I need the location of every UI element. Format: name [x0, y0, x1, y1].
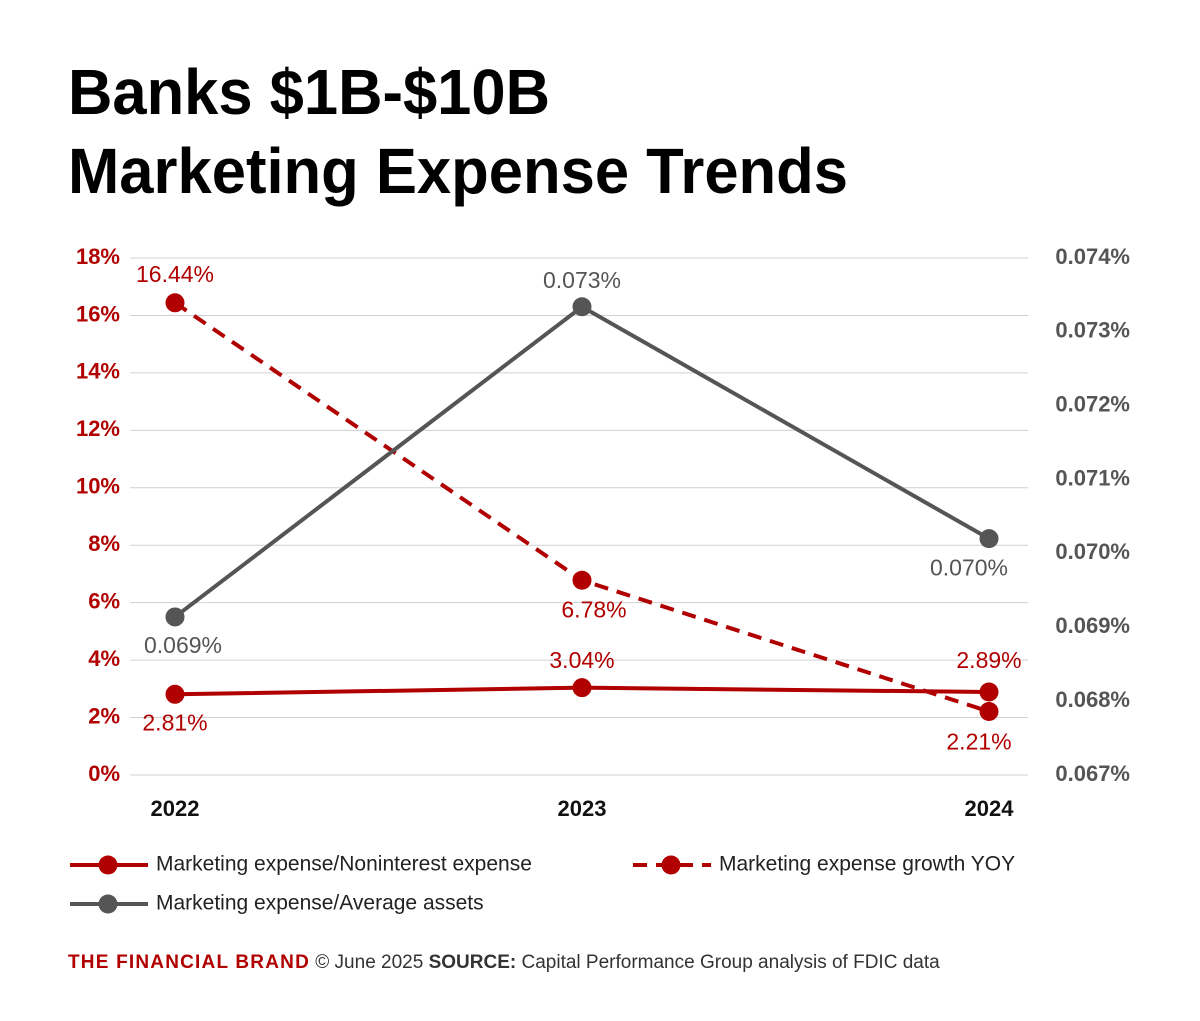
x-tick-label: 2024 — [965, 796, 1015, 821]
footer-note: © June 2025 — [315, 952, 423, 973]
data-label: 0.073% — [543, 267, 621, 293]
legend-marker — [98, 894, 118, 914]
data-point — [979, 702, 999, 722]
y-tick-label: 12% — [76, 416, 120, 441]
data-label: 2.81% — [142, 709, 207, 735]
data-label: 0.070% — [930, 555, 1008, 581]
footer-brand: THE FINANCIAL BRAND — [68, 952, 310, 973]
legend-label: Marketing expense/Average assets — [156, 892, 484, 915]
y-tick-label: 10% — [76, 474, 120, 499]
data-label: 2.89% — [956, 647, 1021, 673]
data-point — [165, 684, 185, 704]
chart-title: Banks $1B-$10B — [68, 56, 550, 128]
y2-tick-label: 0.072% — [1055, 392, 1130, 417]
data-point — [165, 607, 185, 627]
y-tick-label: 2% — [88, 703, 120, 728]
legend-marker — [661, 855, 681, 875]
data-point — [979, 529, 999, 549]
y-tick-label: 0% — [88, 761, 120, 786]
data-label: 16.44% — [136, 261, 214, 287]
data-label: 6.78% — [561, 596, 626, 622]
data-label: 3.04% — [549, 647, 614, 673]
y-tick-label: 4% — [88, 646, 120, 671]
y2-tick-label: 0.068% — [1055, 687, 1130, 712]
y2-tick-label: 0.069% — [1055, 613, 1130, 638]
y-tick-label: 6% — [88, 588, 120, 613]
footer-source-label: SOURCE: — [429, 952, 517, 973]
legend-marker — [98, 855, 118, 875]
x-tick-label: 2023 — [558, 796, 607, 821]
data-label: 2.21% — [946, 729, 1011, 755]
y-tick-label: 14% — [76, 359, 120, 384]
y-tick-label: 18% — [76, 244, 120, 269]
data-label: 0.069% — [144, 632, 222, 658]
y-tick-label: 16% — [76, 301, 120, 326]
data-point — [572, 297, 592, 317]
y2-tick-label: 0.070% — [1055, 539, 1130, 564]
y2-tick-label: 0.071% — [1055, 465, 1130, 490]
data-point — [572, 570, 592, 590]
footer-source: Capital Performance Group analysis of FD… — [522, 952, 941, 973]
series-line — [173, 304, 990, 619]
y2-tick-label: 0.067% — [1055, 761, 1130, 786]
y2-tick-label: 0.074% — [1055, 244, 1130, 269]
chart-title: Marketing Expense Trends — [68, 135, 848, 207]
x-tick-label: 2022 — [151, 796, 200, 821]
data-point — [979, 682, 999, 702]
data-point — [572, 678, 592, 698]
y2-tick-label: 0.073% — [1055, 318, 1130, 343]
legend-label: Marketing expense/Noninterest expense — [156, 853, 532, 876]
legend-label: Marketing expense growth YOY — [719, 853, 1015, 876]
y-tick-label: 8% — [88, 531, 120, 556]
footer: THE FINANCIAL BRAND © June 2025 SOURCE: … — [68, 952, 940, 973]
data-point — [165, 293, 185, 313]
